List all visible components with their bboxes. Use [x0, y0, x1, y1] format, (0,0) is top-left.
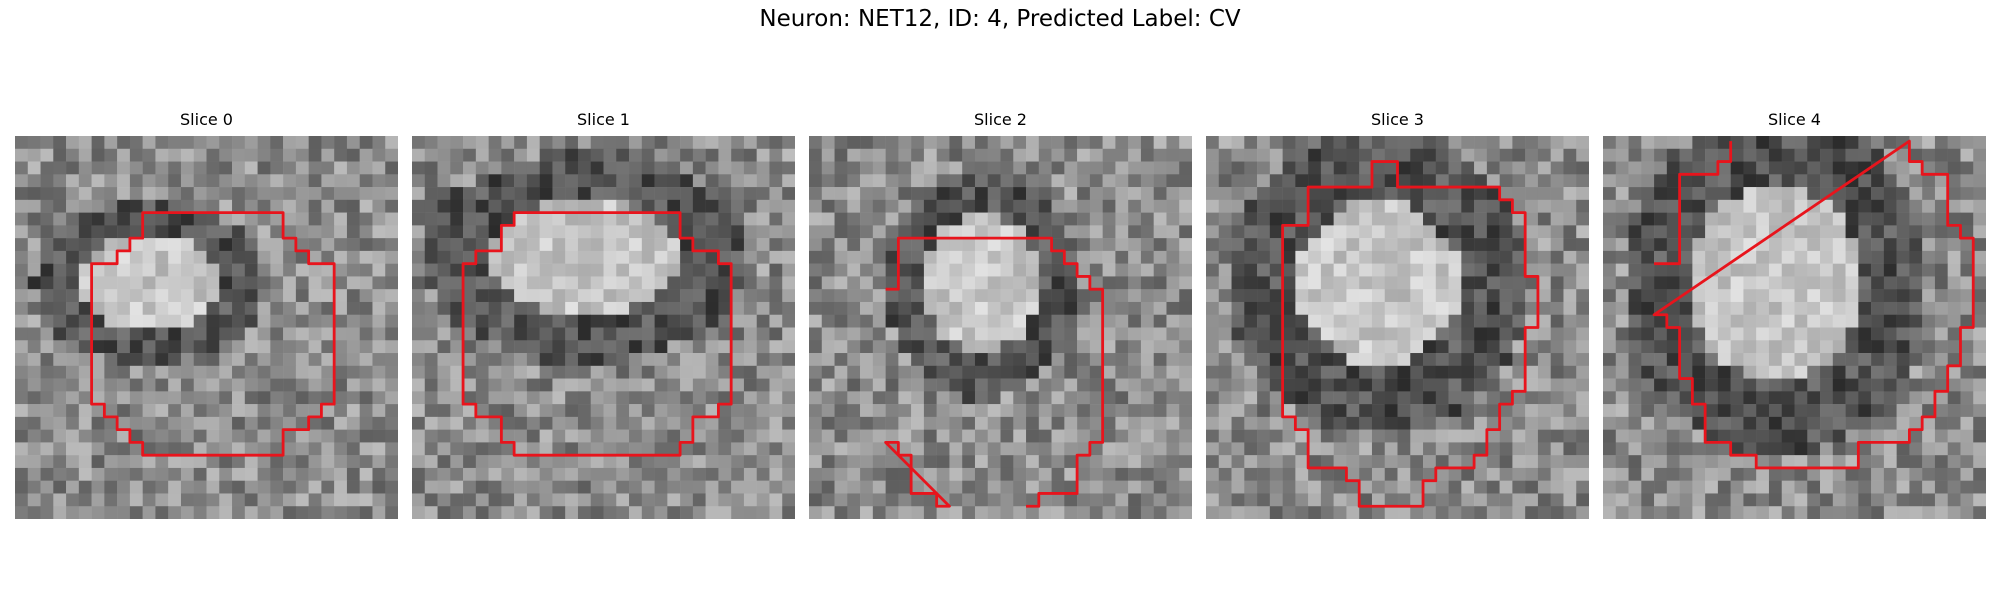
slice-image-1: [412, 136, 795, 519]
segmentation-contour: [884, 236, 1105, 508]
slice-panel-3: Slice 3: [1206, 110, 1589, 519]
slice-image-4: [1603, 136, 1986, 519]
slice-title: Slice 4: [1768, 110, 1821, 129]
slice-panel-1: Slice 1: [412, 110, 795, 519]
slice-title: Slice 0: [180, 110, 233, 129]
segmentation-contour: [90, 211, 336, 457]
slice-title: Slice 2: [974, 110, 1027, 129]
slice-image-3: [1206, 136, 1589, 519]
slice-title: Slice 1: [577, 110, 630, 129]
slice-image-0: [15, 136, 398, 519]
segmentation-contour: [461, 211, 733, 457]
slice-title: Slice 3: [1371, 110, 1424, 129]
slice-panel-4: Slice 4: [1603, 110, 1986, 519]
segmentation-contour: [1652, 139, 1975, 470]
segmentation-contour: [1281, 160, 1540, 508]
slice-panel-2: Slice 2: [809, 110, 1192, 519]
slice-panel-0: Slice 0: [15, 110, 398, 519]
slice-image-2: [809, 136, 1192, 519]
figure-title: Neuron: NET12, ID: 4, Predicted Label: C…: [759, 6, 1241, 32]
